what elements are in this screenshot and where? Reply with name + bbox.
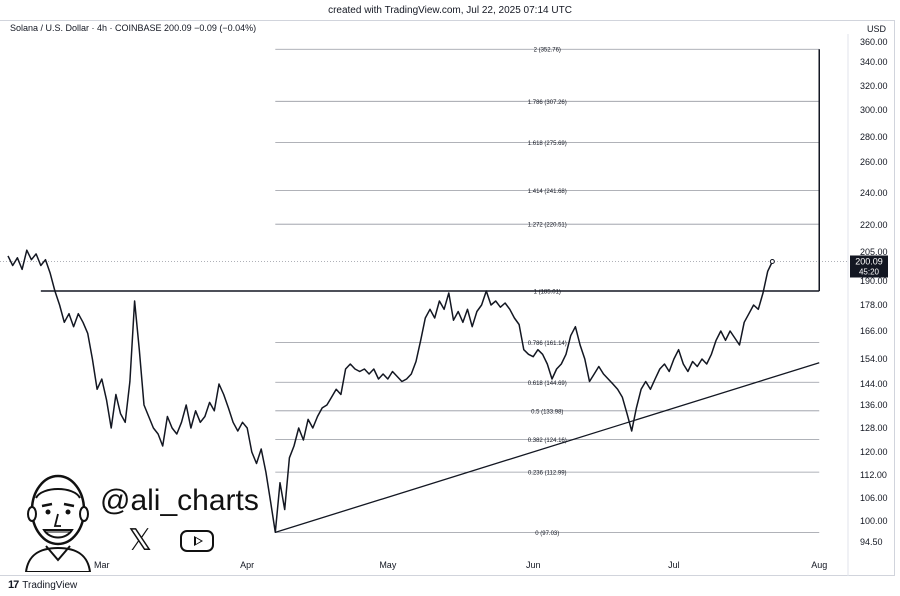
x-tick-label: Jul <box>668 560 680 570</box>
fib-level-label: 1.618 (275.69) <box>528 141 567 147</box>
tradingview-label: TradingView <box>22 579 78 591</box>
y-tick-label: 320.00 <box>860 81 888 91</box>
y-tick-label: 360.00 <box>860 37 888 47</box>
x-tick-label: Mar <box>94 560 110 570</box>
fib-level-label: 1 (185.01) <box>534 289 561 295</box>
symbol-legend[interactable]: Solana / U.S. Dollar · 4h · COINBASE 200… <box>10 23 257 33</box>
y-tick-label: 178.00 <box>860 300 888 310</box>
price-badge-countdown: 45:20 <box>859 267 880 276</box>
y-tick-label: 94.50 <box>860 537 883 547</box>
y-tick-label: 190.00 <box>860 276 888 286</box>
y-tick-label: 166.00 <box>860 326 888 336</box>
y-tick-label: 220.00 <box>860 220 888 230</box>
y-tick-label: 300.00 <box>860 105 888 115</box>
support-trendline <box>275 362 820 533</box>
created-caption: created with TradingView.com, Jul 22, 20… <box>328 5 572 16</box>
youtube-icon <box>180 530 214 552</box>
chart-frame <box>0 20 895 576</box>
last-price-dot <box>769 258 775 264</box>
fib-level-label: 1.414 (241.68) <box>528 189 567 195</box>
fib-level-label: 0.5 (133.98) <box>531 409 563 415</box>
y-tick-label: 340.00 <box>860 57 888 67</box>
y-tick-label: 240.00 <box>860 188 888 198</box>
x-tick-label: Jun <box>526 560 541 570</box>
currency-label: USD <box>866 24 886 34</box>
price-series-line <box>7 249 774 534</box>
y-tick-label: 280.00 <box>860 132 888 142</box>
fib-level-label: 0.786 (161.14) <box>528 341 567 347</box>
tradingview-mark-icon: 17 <box>8 579 19 591</box>
y-tick-label: 128.00 <box>860 423 888 433</box>
fib-level-label: 0.236 (112.99) <box>528 471 567 477</box>
y-tick-label: 106.00 <box>860 493 888 503</box>
x-tick-label: Aug <box>811 560 827 570</box>
x-icon: 𝕏 <box>128 524 153 557</box>
fib-level-label: 1.786 (307.26) <box>528 100 567 106</box>
x-tick-label: Apr <box>240 560 254 570</box>
avatar-illustration <box>24 474 92 572</box>
fib-level-label: 0.382 (124.16) <box>528 438 567 444</box>
x-tick-label: May <box>379 560 397 570</box>
fib-level-label: 0 (97.03) <box>535 531 559 537</box>
y-tick-label: 154.00 <box>860 354 888 364</box>
tradingview-logo[interactable]: 17 TradingView <box>8 579 77 591</box>
y-tick-label: 205.00 <box>860 247 888 257</box>
fib-level-label: 2 (352.76) <box>534 48 561 54</box>
y-tick-label: 136.00 <box>860 400 888 410</box>
fib-level-label: 0.618 (144.69) <box>528 381 567 387</box>
price-badge-bg <box>850 255 888 278</box>
handle-text: @ali_charts <box>100 484 259 517</box>
y-tick-label: 100.00 <box>860 516 888 526</box>
price-badge-value: 200.09 <box>855 256 883 266</box>
fib-level-label: 1.272 (220.51) <box>528 223 567 229</box>
y-tick-label: 120.00 <box>860 447 888 457</box>
y-tick-label: 260.00 <box>860 157 888 167</box>
y-tick-label: 112.00 <box>860 470 887 480</box>
y-tick-label: 144.00 <box>860 379 888 389</box>
